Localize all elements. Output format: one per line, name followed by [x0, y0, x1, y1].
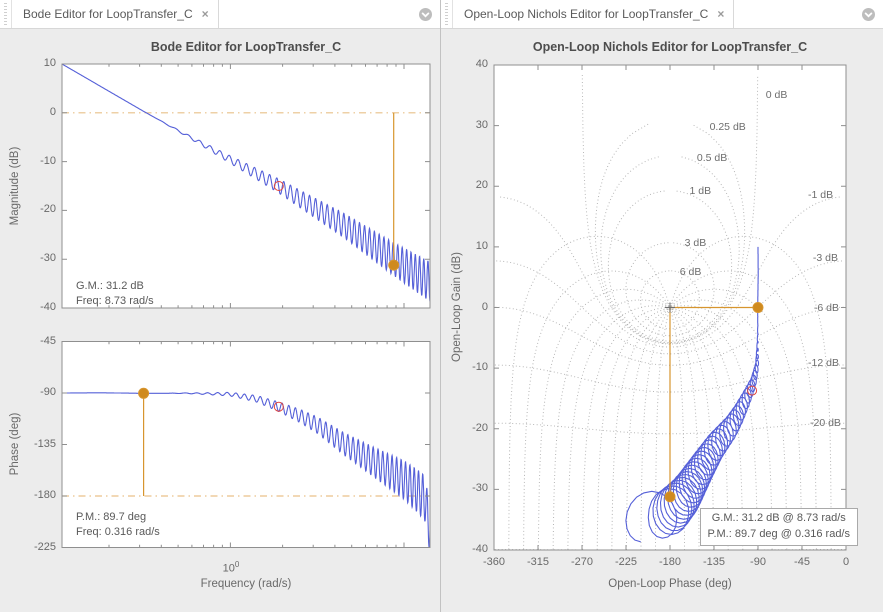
nichols-grid-db-label: 0 dB	[765, 89, 788, 102]
gain-tick-label: 40	[475, 58, 488, 70]
nichols-grid-db-label: -1 dB	[808, 188, 834, 201]
nichols-grid-db-label: 0.25 dB	[709, 120, 746, 133]
nichols-grid-db-label: 1 dB	[689, 185, 712, 198]
nichols-grid-line	[625, 242, 715, 337]
tab-nichols-title: Open-Loop Nichols Editor for LoopTransfe…	[464, 7, 709, 21]
tabbar-empty-space	[734, 0, 854, 28]
nichols-grid-line	[625, 307, 671, 550]
pane-drag-handle[interactable]	[443, 3, 452, 25]
gain-tick-label: -20	[472, 421, 488, 434]
minimize-pane-button[interactable]	[418, 7, 433, 22]
nichols-tabbar: Open-Loop Nichols Editor for LoopTransfe…	[441, 0, 883, 29]
chevron-circle-icon	[862, 7, 875, 21]
gain-tick-label: 20	[475, 179, 488, 192]
nichols-grid-line	[640, 307, 671, 550]
phase-tick-label: -180	[33, 489, 56, 501]
phase-tick-label: -180	[658, 556, 682, 568]
nichols-grid-line	[669, 270, 817, 550]
phase-tick-label: -45	[40, 334, 56, 347]
nichols-grid-line	[552, 299, 670, 550]
phase-tick-label: -90	[750, 556, 766, 568]
margins-annotation-box: G.M.: 31.2 dB @ 8.73 rad/s P.M.: 89.7 de…	[699, 508, 858, 546]
nichols-grid-db-label: 6 dB	[679, 265, 702, 278]
gain-tick-label: 30	[475, 118, 488, 131]
gain-tick-label: -10	[472, 361, 488, 374]
bode-figure-area[interactable]: Bode Editor for LoopTransfer_C Magnitude…	[0, 29, 440, 612]
close-icon[interactable]: ×	[201, 7, 209, 21]
tab-bode-title: Bode Editor for LoopTransfer_C	[23, 7, 193, 21]
nichols-grid-db-label: 0.5 dB	[696, 152, 728, 165]
phase-margin-handle[interactable]	[752, 302, 764, 313]
nichols-figure-area[interactable]: Open-Loop Nichols Editor for LoopTransfe…	[441, 29, 883, 612]
nichols-grid-db-label: -3 dB	[812, 251, 839, 264]
phase-tick-label: 0	[842, 556, 850, 568]
open-loop-phase-axis-label: Open-Loop Phase (deg)	[608, 578, 732, 590]
nichols-grid-db-label: -12 dB	[808, 357, 839, 370]
gain-tick-label: -30	[472, 482, 488, 495]
bode-title: Bode Editor for LoopTransfer_C	[150, 40, 342, 54]
phase-margin-handle[interactable]	[138, 387, 150, 399]
magnitude-tick-label: 10	[43, 57, 56, 69]
phase-tick-label: -360	[482, 556, 506, 568]
pane-drag-handle[interactable]	[2, 3, 11, 25]
gain-tick-label: 10	[475, 239, 488, 252]
phase-tick-label: -225	[33, 540, 56, 553]
nichols-grid-line	[670, 307, 729, 550]
nichols-grid-line	[670, 307, 744, 550]
phase-tick-label: -315	[526, 556, 550, 568]
gain-margin-handle[interactable]	[664, 491, 676, 503]
nichols-grid-line	[611, 307, 670, 550]
phase-tick-label: -270	[570, 556, 594, 568]
magnitude-tick-label: -40	[40, 301, 56, 313]
nichols-grid-db-label: -20 dB	[809, 416, 841, 429]
gain-tick-label: -40	[472, 543, 488, 555]
phase-margin-annotation: P.M.: 89.7 deg Freq: 0.316 rad/s	[76, 511, 160, 538]
tab-bode-editor[interactable]: Bode Editor for LoopTransfer_C ×	[11, 0, 219, 28]
chevron-circle-icon	[419, 7, 432, 21]
phase-tick-label: -45	[794, 556, 810, 568]
freq-decade-tick-label: 100	[222, 560, 240, 575]
nichols-grid-line	[669, 307, 715, 550]
nichols-grid-line	[596, 307, 670, 550]
magnitude-tick-label: 0	[49, 105, 56, 118]
gain-margin-annotation: G.M.: 31.2 dB Freq: 8.73 rad/s	[76, 280, 154, 307]
tab-nichols-editor[interactable]: Open-Loop Nichols Editor for LoopTransfe…	[452, 0, 735, 28]
compensator-pole-marker[interactable]	[747, 385, 758, 396]
nichols-grid-db-label: 3 dB	[684, 237, 707, 250]
magnitude-tick-label: -30	[40, 252, 56, 265]
tabbar-empty-space	[219, 0, 411, 28]
nichols-grid-line	[670, 299, 788, 550]
magnitude-axis-label: Magnitude (dB)	[9, 146, 21, 226]
bode-tabbar: Bode Editor for LoopTransfer_C ×	[0, 0, 440, 29]
magnitude-tick-label: -20	[40, 203, 56, 216]
nichols-grid-line	[582, 307, 670, 550]
minimize-pane-button[interactable]	[861, 7, 876, 22]
nichols-grid-line	[523, 270, 671, 550]
phase-tick-label: -135	[702, 556, 726, 568]
compensator-pole-marker[interactable]	[273, 401, 284, 412]
magnitude-tick-label: -10	[40, 154, 56, 167]
compensator-pole-marker[interactable]	[273, 181, 284, 191]
nichols-grid-db-label: -6 dB	[813, 301, 839, 314]
phase-axis-label: Phase (deg)	[9, 412, 21, 476]
close-icon[interactable]: ×	[717, 7, 725, 21]
gain-margin-handle[interactable]	[388, 259, 400, 271]
nichols-editor-pane: Open-Loop Nichols Editor for LoopTransfe…	[440, 0, 883, 612]
frequency-axis-label: Frequency (rad/s)	[200, 578, 292, 590]
phase-tick-label: -135	[33, 437, 56, 450]
bode-plots[interactable]	[0, 29, 440, 612]
critical-point-cross	[665, 302, 675, 313]
nichols-plot[interactable]	[441, 29, 883, 612]
nichols-grid-line	[669, 307, 700, 550]
nichols-title: Open-Loop Nichols Editor for LoopTransfe…	[532, 40, 808, 54]
phase-tick-label: -90	[40, 386, 56, 398]
gain-tick-label: 0	[481, 300, 488, 313]
phase-tick-label: -225	[614, 556, 638, 568]
bode-editor-pane: Bode Editor for LoopTransfer_C × Bode Ed…	[0, 0, 440, 612]
